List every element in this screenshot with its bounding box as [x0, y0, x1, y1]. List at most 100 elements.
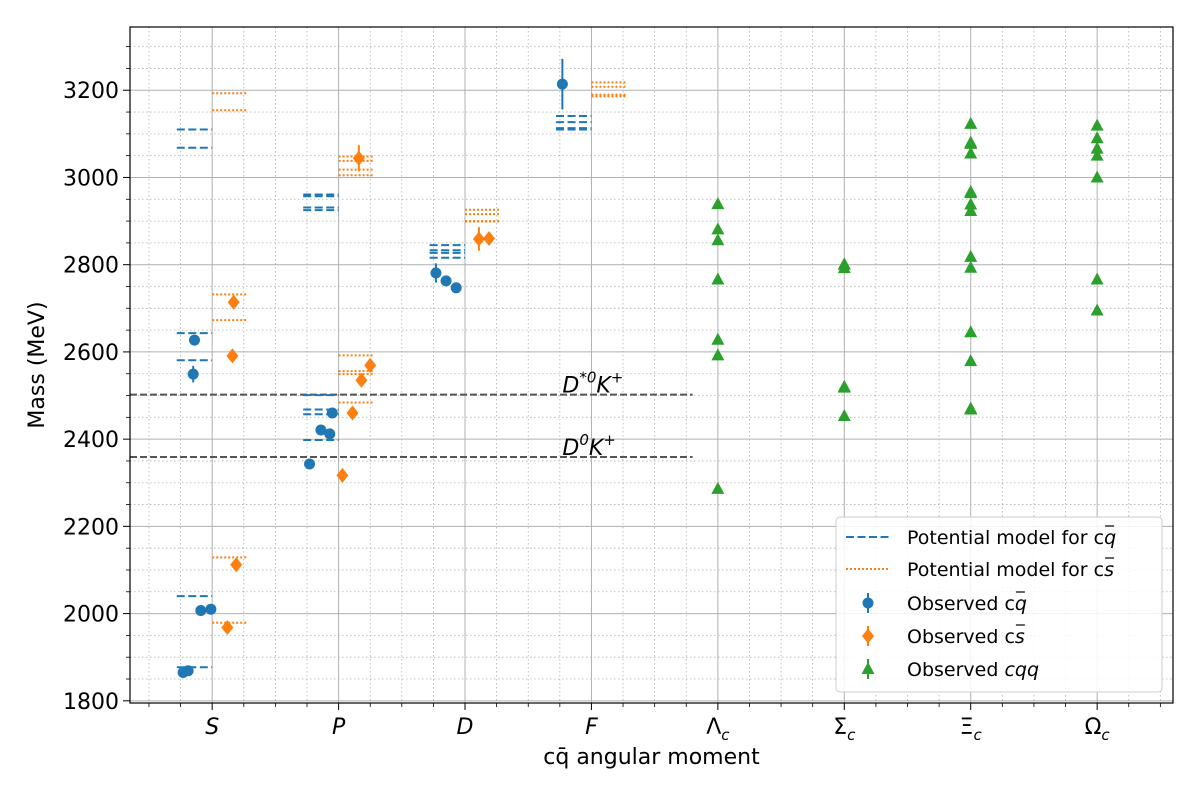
observed-cq-point	[430, 267, 442, 279]
threshold-label: D*0K+	[562, 369, 623, 399]
y-axis-label: Mass (MeV)	[25, 301, 50, 428]
observed-cq-point	[326, 407, 338, 419]
observed-cq-point	[315, 424, 327, 436]
threshold-label-main2: K	[589, 436, 605, 461]
x-tick-label-main: Ξ	[960, 715, 974, 740]
y-tick-label: 2400	[63, 428, 119, 453]
observed-cqq-point	[837, 257, 851, 270]
y-tick-label: 3200	[63, 79, 119, 104]
observed-cq-point	[187, 368, 199, 380]
observed-cq-point	[195, 605, 207, 617]
observed-cqq-point	[964, 116, 978, 129]
observed-cq-point	[304, 458, 316, 470]
threshold-label-sup: *0	[579, 369, 596, 387]
x-tick-label-sub: c	[974, 726, 983, 744]
x-tick-label-main: P	[332, 715, 346, 740]
x-tick-label: Ξc	[960, 715, 983, 744]
observed-cqq-point	[711, 332, 725, 345]
x-tick-label: F	[585, 715, 598, 740]
observed-cq-point	[188, 334, 200, 346]
legend-label-quark: s	[1104, 559, 1114, 581]
y-tick-label: 3000	[63, 166, 119, 191]
observed-layer	[177, 58, 1104, 678]
observed-cqq-point	[1090, 118, 1104, 131]
observed-cs-point	[227, 294, 240, 310]
observed-cqq-point	[964, 325, 978, 338]
x-tick-label-main: Λ	[706, 715, 721, 740]
observed-cqq-point	[964, 204, 978, 217]
observed-cqq-point	[964, 401, 978, 414]
plot-frame	[129, 26, 1174, 704]
x-tick-label-main: Ω	[1085, 715, 1102, 740]
x-tick-label-sub: c	[847, 726, 856, 744]
x-tick-label-sub: c	[1101, 726, 1110, 744]
threshold-layer: D*0K+D0K+	[130, 369, 693, 461]
observed-cq-point	[324, 428, 336, 440]
legend-key-marker	[861, 662, 875, 674]
observed-cqq-point	[1090, 303, 1104, 316]
observed-cs-point	[364, 357, 377, 373]
observed-cqq-point	[837, 409, 851, 422]
observed-cq-point	[182, 665, 194, 677]
observed-cs-point	[355, 372, 368, 388]
threshold-label-sup: 0	[579, 431, 589, 449]
threshold-label-main: D	[562, 436, 579, 461]
x-tick-label: Λc	[706, 715, 730, 744]
observed-cs-point	[346, 405, 359, 421]
observed-cs-point	[221, 620, 234, 636]
legend-label-main: Potential model for c	[907, 527, 1104, 549]
observed-cqq-point	[711, 272, 725, 285]
legend-box	[835, 516, 1163, 693]
observed-cqq-point	[1090, 141, 1104, 154]
legend-label-quark: cqq	[1004, 659, 1039, 681]
x-tick-label-main: D	[457, 715, 474, 740]
threshold-label-main2: K	[596, 374, 612, 399]
observed-cqq-point	[1090, 170, 1104, 183]
legend-label-main: Observed	[907, 659, 1004, 681]
legend-label: Observed cqq	[907, 659, 1039, 681]
observed-cs-point	[472, 231, 485, 247]
observed-cqq-point	[964, 249, 978, 262]
observed-cq-point	[450, 282, 462, 294]
x-tick-label: S	[205, 715, 219, 740]
observed-cq-point	[205, 603, 217, 615]
x-tick-label-main: F	[585, 715, 598, 740]
legend-label-main: Potential model for c	[907, 559, 1104, 581]
legend-label: Observed cs	[907, 626, 1025, 648]
legend-label: Potential model for cq	[907, 527, 1116, 549]
y-tick-label: 2200	[63, 515, 119, 540]
legend-key-marker	[862, 597, 874, 609]
grid-layer	[130, 27, 1173, 703]
x-tick-label-main: Σ	[833, 715, 847, 740]
threshold-label-sup2: +	[603, 431, 616, 449]
observed-cq-point	[440, 275, 452, 287]
y-tick-label: 1800	[63, 690, 119, 715]
observed-cqq-point	[711, 481, 725, 494]
threshold-label: D0K+	[562, 431, 616, 461]
y-tick-label: 2600	[63, 341, 119, 366]
observed-cqq-point	[964, 146, 978, 159]
legend-label-main: Observed c	[907, 626, 1015, 648]
observed-cqq-point	[837, 379, 851, 392]
x-tick-label: D	[457, 715, 474, 740]
observed-cs-point	[483, 231, 496, 247]
legend-key-marker	[862, 628, 874, 644]
y-tick-label: 2000	[63, 603, 119, 628]
observed-cqq-point	[711, 222, 725, 235]
legend-label: Potential model for cs	[907, 559, 1114, 581]
observed-cqq-point	[964, 135, 978, 148]
observed-cs-point	[230, 557, 243, 573]
observed-cs-point	[352, 150, 365, 166]
observed-cqq-point	[964, 184, 978, 197]
x-tick-label: P	[332, 715, 346, 740]
observed-cqq-point	[1090, 148, 1104, 161]
x-axis-label: cq̄ angular moment	[543, 745, 760, 770]
y-tick-label: 2800	[63, 254, 119, 279]
legend-label: Observed cq	[907, 593, 1027, 615]
observed-cqq-point	[964, 197, 978, 210]
threshold-label-main: D	[562, 374, 579, 399]
